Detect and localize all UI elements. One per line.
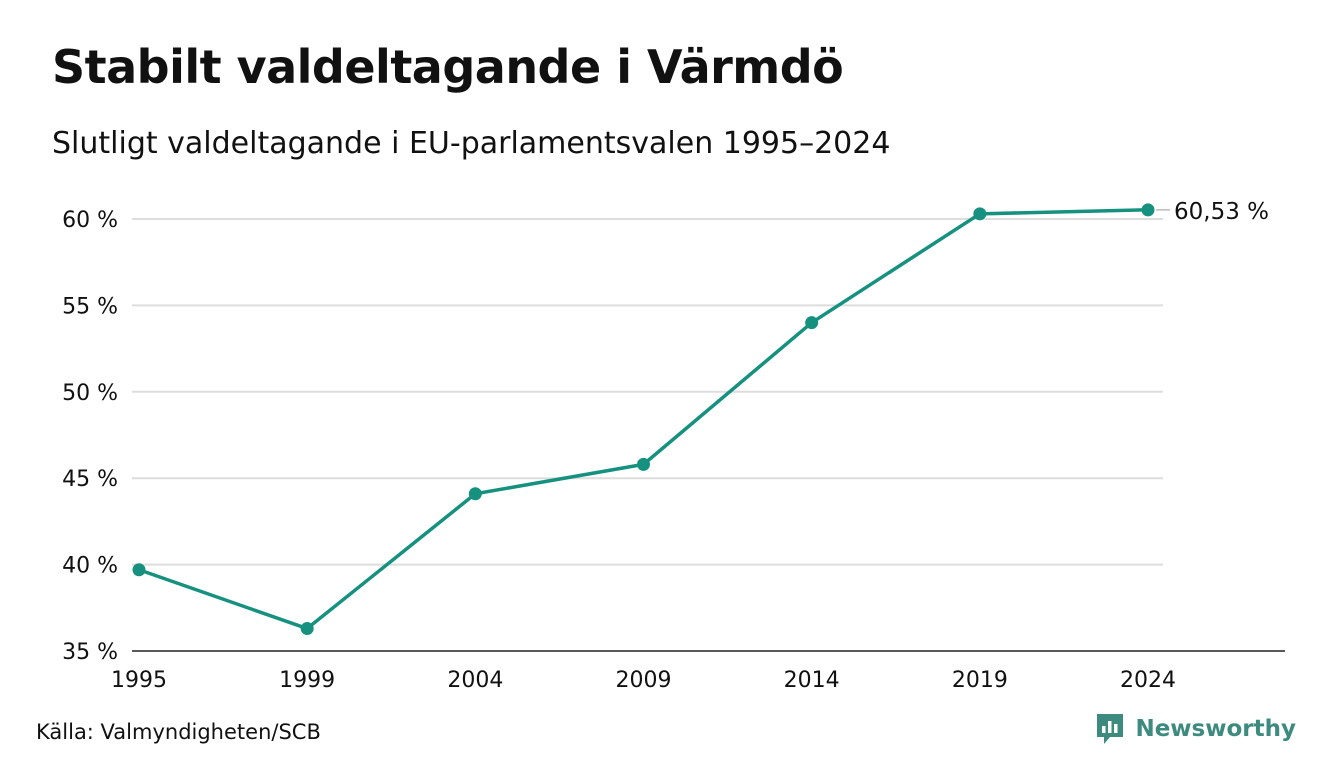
data-labels: 60,53 % — [1156, 199, 1269, 225]
data-point — [973, 207, 987, 221]
x-tick-label: 2019 — [952, 668, 1008, 693]
y-tick-label: 55 % — [62, 294, 118, 319]
chart-title: Stabilt valdeltagande i Värmdö — [52, 40, 844, 94]
x-tick-label: 1999 — [279, 668, 335, 693]
x-tick-label: 2009 — [616, 668, 672, 693]
data-point — [300, 622, 314, 636]
y-tick-label: 50 % — [62, 381, 118, 406]
source-note: Källa: Valmyndigheten/SCB — [36, 720, 321, 744]
chart-subtitle: Slutligt valdeltagande i EU-parlamentsva… — [52, 126, 891, 161]
end-value-label: 60,53 % — [1174, 199, 1269, 225]
data-point — [1141, 203, 1155, 217]
data-point — [805, 316, 819, 330]
x-tick-label: 1995 — [111, 668, 167, 693]
series — [132, 203, 1155, 636]
data-point — [468, 487, 482, 501]
y-tick-label: 45 % — [62, 467, 118, 492]
y-tick-label: 40 % — [62, 554, 118, 579]
y-tick-label: 35 % — [62, 640, 118, 665]
brand-logo: Newsworthy — [1095, 712, 1296, 746]
brand-name: Newsworthy — [1135, 716, 1296, 742]
line-chart: 35 % 40 % 45 % 50 % 55 % 60 % 1995 1999 2004 2009… — [62, 199, 1285, 693]
series-line — [137, 208, 1150, 631]
grid-lines — [132, 218, 1163, 566]
x-tick-label: 2024 — [1120, 668, 1176, 693]
data-point — [637, 457, 650, 471]
data-point — [132, 563, 146, 577]
newsworthy-icon — [1097, 714, 1124, 744]
x-tick-label: 2004 — [447, 668, 503, 693]
x-tick-label: 2014 — [784, 668, 840, 693]
axes: 35 % 40 % 45 % 50 % 55 % 60 % 1995 1999 2004 2009… — [62, 208, 1285, 693]
y-tick-label: 60 % — [62, 208, 118, 233]
